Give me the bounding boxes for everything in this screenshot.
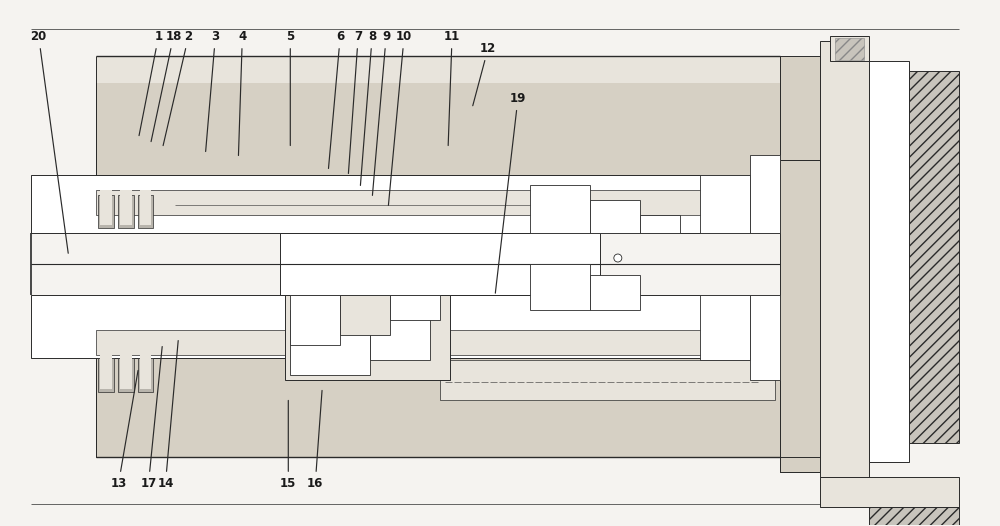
Bar [370,310,430,360]
Bar [96,358,780,458]
Bar [280,233,600,295]
Bar [98,195,114,228]
Text: 14: 14 [157,340,178,490]
Text: 19: 19 [495,92,526,293]
Text: 16: 16 [307,390,323,490]
Bar [118,358,134,392]
Text: 9: 9 [372,30,390,195]
Text: 8: 8 [360,30,376,186]
Text: 1: 1 [139,30,163,136]
Bar [909,70,959,442]
Bar [96,190,780,215]
Text: 4: 4 [238,30,246,156]
Bar [700,175,750,233]
Bar [750,295,780,380]
Bar [820,41,869,478]
Text: 20: 20 [31,30,68,253]
Text: 11: 11 [444,30,460,146]
Bar [340,295,390,335]
Bar [820,478,959,508]
Bar [590,275,640,310]
Bar [285,295,450,380]
Bar [835,37,864,59]
Text: 13: 13 [110,370,138,490]
Bar [98,358,114,392]
Bar [118,195,134,228]
Bar [138,195,153,228]
Text: 5: 5 [286,30,294,146]
Bar [780,56,820,160]
Text: 3: 3 [206,30,219,151]
Bar [96,56,780,175]
Bar [640,215,680,233]
Text: 10: 10 [388,30,412,205]
Bar [100,190,112,225]
Text: 6: 6 [328,30,344,168]
Text: 15: 15 [280,400,296,490]
Bar [120,190,132,225]
Bar [590,200,640,233]
Bar [530,264,590,310]
Bar [750,155,780,233]
Bar [31,295,780,358]
Bar [869,60,909,462]
Bar [140,353,151,389]
Bar [290,310,370,375]
Bar [530,185,590,233]
Text: 12: 12 [473,42,496,106]
Bar [96,330,780,355]
Text: 18: 18 [151,30,182,141]
Bar [780,458,820,472]
Bar [440,360,775,400]
Bar [100,353,112,389]
Bar [700,295,750,360]
Circle shape [614,254,622,262]
Bar [120,353,132,389]
Text: 7: 7 [348,30,362,174]
Bar [31,175,780,233]
Bar [290,295,340,345]
Bar [96,56,780,84]
Bar [869,508,959,526]
Bar [780,160,820,472]
Bar [140,190,151,225]
Bar [830,36,869,60]
Text: 2: 2 [163,30,192,146]
Text: 17: 17 [140,347,162,490]
Bar [138,358,153,392]
Bar [390,295,440,320]
